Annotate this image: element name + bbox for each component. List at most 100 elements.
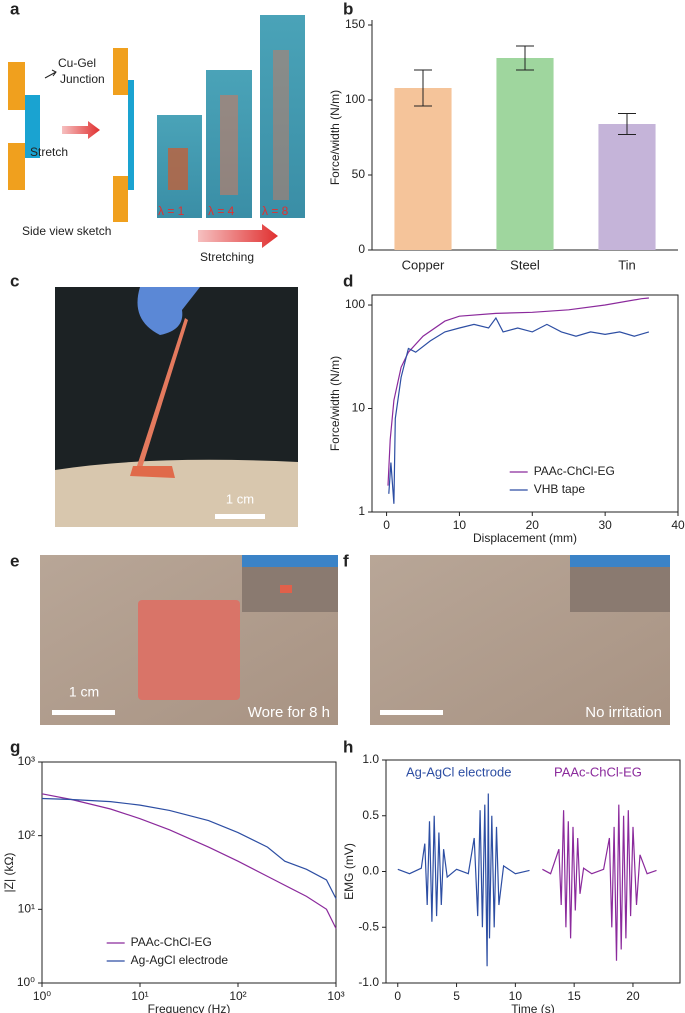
legend-label: VHB tape [534,482,586,496]
x-tick-label: 40 [671,518,685,532]
photo-c [55,287,298,527]
lambda-label: λ = 8 [262,204,289,218]
stretch-photos [157,15,305,248]
series-line [41,793,337,929]
sample [137,318,188,468]
error-bar [618,113,636,135]
y-tick-label: 0 [358,242,365,256]
inset-sky [570,555,670,567]
series-line [387,297,649,486]
label: Stretch [30,145,68,159]
panel-letter: d [343,271,353,290]
y-tick-label: 10¹ [18,902,35,916]
x-tick-label: 0 [394,989,401,1003]
y-axis-label: Force/width (N/m) [328,356,342,451]
panel-letter: a [10,0,20,18]
label: Cu-Gel [58,56,96,70]
panel-letter: e [10,551,19,570]
x-tick-label: 30 [598,518,612,532]
scale-label: 1 cm [69,684,99,700]
y-tick-label: 10³ [18,754,35,768]
gel [128,80,134,190]
x-tick-label: 10¹ [131,989,148,1003]
x-axis-label: Displacement (mm) [473,531,577,545]
panel-letter: h [343,737,353,756]
y-axis-label: |Z| (kΩ) [2,853,16,893]
series-line [388,316,650,504]
inset-sample [280,585,292,593]
gel [25,95,40,158]
y-tick-label: 100 [345,297,365,311]
scale-label: 1 cm [226,491,254,506]
sample [130,466,175,478]
axes-frame [371,294,679,513]
panel-letter: c [10,271,19,290]
scale-bar [380,710,443,715]
y-tick-label: 1.0 [362,752,379,766]
x-tick-label: 20 [526,518,540,532]
photo-f [370,555,670,725]
series-line [542,804,657,961]
y-axis-label: EMG (mV) [342,843,356,900]
sample [168,148,188,190]
x-tick-label: 0 [383,518,390,532]
y-tick-label: 150 [345,17,365,31]
photo-e [40,555,338,725]
x-tick-label: 10³ [327,989,344,1003]
axes-frame [41,761,337,984]
x-tick-label: 10⁰ [33,989,51,1003]
x-tick-label: 15 [567,989,581,1003]
x-axis-label: Time (s) [511,1002,555,1013]
y-tick-label: 0.5 [362,808,379,822]
bar [598,124,656,250]
x-axis-label: Frequency (Hz) [148,1002,231,1013]
x-tick-label: Tin [618,257,636,272]
series-line [41,797,337,899]
arrow [198,224,278,248]
caption: No irritation [585,704,662,721]
copper [8,62,25,110]
label: Stretching [200,250,254,264]
y-tick-label: 10 [352,401,366,415]
scale-bar [215,514,265,519]
label: Junction [60,72,105,86]
sample [220,95,238,195]
pointer [44,69,57,79]
legend-label: PAAc-ChCl-EG [554,764,642,779]
skin [55,459,298,527]
y-tick-label: 10⁰ [17,975,35,989]
series-line [397,793,530,967]
y-tick-label: 10² [18,828,35,842]
copper [8,143,25,190]
error-bar [414,69,432,107]
y-tick-label: 50 [352,167,366,181]
copper [113,48,128,95]
x-tick-label: 20 [626,989,640,1003]
legend-label: Ag-AgCl electrode [131,953,229,967]
y-tick-label: 1 [358,504,365,518]
error-bar [516,45,534,71]
y-axis-label: Force/width (N/m) [328,90,342,185]
bar [496,58,554,250]
x-tick-label: 10 [453,518,467,532]
x-tick-label: 5 [453,989,460,1003]
y-tick-label: 0.0 [362,864,379,878]
scale-bar [52,710,115,715]
lambda-label: λ = 1 [158,204,185,218]
y-tick-label: -0.5 [358,919,379,933]
x-tick-label: Copper [402,257,445,272]
caption: Wore for 8 h [248,704,330,721]
legend-label: PAAc-ChCl-EG [534,464,615,478]
inset-sky [242,555,338,567]
sample [273,50,289,200]
y-tick-label: -1.0 [358,975,379,989]
legend-label: PAAc-ChCl-EG [131,935,212,949]
panel-letter: g [10,737,20,756]
x-tick-label: Steel [510,257,540,272]
label: Side view sketch [22,224,111,238]
panel-letter: b [343,0,353,18]
sample [138,600,240,700]
y-tick-label: 100 [345,92,365,106]
copper [113,176,128,222]
